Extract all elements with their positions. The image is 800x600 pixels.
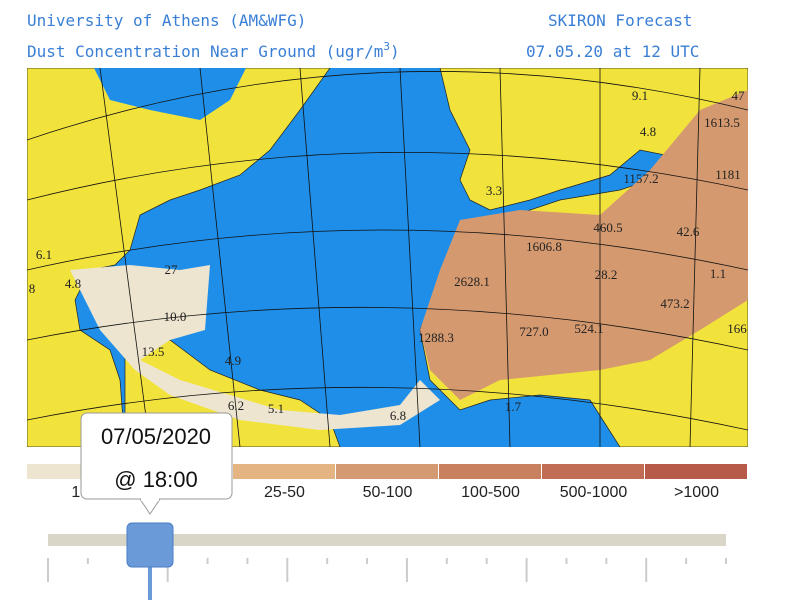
tooltip-time: @ 18:00: [114, 467, 198, 492]
header-title: University of Athens (AM&WFG): [27, 11, 306, 30]
map-value-label: 473.2: [660, 296, 689, 311]
legend-swatch: [336, 464, 438, 479]
legend-label: 500-1000: [560, 484, 628, 501]
map-value-label: 10.0: [164, 309, 187, 324]
tooltip-date: 07/05/2020: [101, 424, 211, 449]
map-value-label: 28.2: [595, 267, 618, 282]
map-value-label: 727.0: [519, 324, 548, 339]
north-america: [27, 68, 331, 447]
tooltip-arrow: [139, 498, 161, 515]
dust-heavy: [420, 90, 748, 400]
slider-thumb[interactable]: [126, 522, 174, 568]
map-value-label: 1606.8: [526, 239, 562, 254]
map-value-label: 8: [29, 281, 36, 296]
legend-label: 25-50: [264, 484, 305, 501]
map-value-label: 1181: [715, 167, 741, 182]
map-value-label: 6.8: [390, 408, 406, 423]
hudson-bay: [94, 68, 246, 120]
map-value-label: 4.8: [640, 124, 656, 139]
map-value-label: 1613.5: [704, 115, 740, 130]
subtitle-text: Dust Concentration Near Ground (ugr/m: [27, 42, 383, 61]
tooltip-arrow-cover: [141, 496, 159, 501]
map-value-label: 27: [165, 262, 179, 277]
map-value-label: 524.1: [574, 321, 603, 336]
map-value-label: 1157.2: [623, 171, 658, 186]
legend-swatch: [233, 464, 335, 479]
map-value-label: 13.5: [142, 344, 165, 359]
legend: 1- 25-50 50-100 100-500 500-1000 >1000: [27, 464, 747, 501]
graticule: [27, 68, 748, 447]
map-value-label: 5.1: [268, 401, 284, 416]
legend-label: 100-500: [461, 484, 520, 501]
map: 9.1 47 1613.5 4.8 1157.2 1181 3.3 460.5 42.6 1606…: [27, 68, 748, 447]
map-value-label: 1.1: [710, 266, 726, 281]
slider-track[interactable]: [48, 534, 726, 546]
header-time: 07.05.20 at 12 UTC: [526, 42, 699, 61]
header-product: SKIRON Forecast: [548, 11, 693, 30]
map-value-label: 2628.1: [454, 274, 490, 289]
legend-label: >1000: [674, 484, 719, 501]
map-value-label: 4.9: [225, 353, 241, 368]
subtitle-end: ): [390, 42, 400, 61]
map-value-label: 166: [727, 321, 747, 336]
map-value-label: 6.1: [36, 247, 52, 262]
legend-label: 50-100: [363, 484, 413, 501]
map-value-label: 3.3: [486, 183, 502, 198]
legend-swatch: [439, 464, 541, 479]
tooltip: 07/05/2020 @ 18:00: [80, 412, 233, 515]
map-value-label: 4.8: [65, 276, 81, 291]
legend-swatch: [542, 464, 644, 479]
unit-exponent: 3: [383, 40, 390, 53]
map-value-label: 1288.3: [418, 330, 454, 345]
map-value-label: 47: [732, 88, 746, 103]
map-value-label: 9.1: [632, 88, 648, 103]
slider: [47, 522, 727, 600]
map-value-label: 6.2: [228, 398, 244, 413]
header-subtitle: Dust Concentration Near Ground (ugr/m3): [27, 40, 400, 61]
map-value-label: 460.5: [593, 220, 622, 235]
map-labels: 9.1 47 1613.5 4.8 1157.2 1181 3.3 460.5 42.6 1606…: [29, 88, 748, 423]
map-value-label: 1.7: [505, 399, 522, 414]
map-value-label: 42.6: [677, 224, 700, 239]
dust-light: [70, 265, 440, 430]
legend-swatch: [645, 464, 747, 479]
